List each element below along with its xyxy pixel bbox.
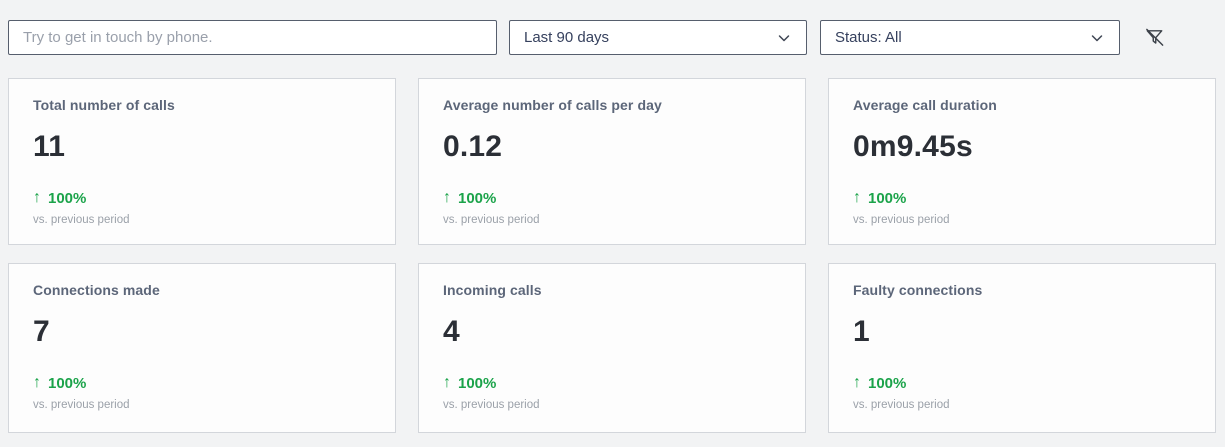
card-subtitle: vs. previous period [443, 214, 540, 226]
card-value: 0.12 [443, 130, 503, 163]
trend-up-arrow-icon: ↑ [853, 374, 861, 391]
trend-up-arrow-icon: ↑ [853, 189, 861, 206]
card-title: Total number of calls [33, 97, 175, 113]
period-select-value: Last 90 days [524, 29, 610, 46]
card-subtitle: vs. previous period [853, 214, 950, 226]
trend-percent: 100% [458, 374, 497, 392]
card-value: 11 [33, 130, 66, 163]
card-subtitle: vs. previous period [853, 399, 950, 411]
trend-up-arrow-icon: ↑ [443, 374, 451, 391]
trend-percent: 100% [48, 189, 87, 207]
trend-up-arrow-icon: ↑ [33, 374, 41, 391]
stat-card-total-calls: Total number of calls 11 ↑ 100% vs. prev… [8, 78, 396, 245]
stat-card-connections-made: Connections made 7 ↑ 100% vs. previous p… [8, 263, 396, 433]
filter-off-icon [1143, 26, 1166, 49]
card-value: 7 [33, 315, 50, 348]
trend-percent: 100% [458, 189, 497, 207]
stat-card-faulty-connections: Faulty connections 1 ↑ 100% vs. previous… [828, 263, 1216, 433]
trend-up-arrow-icon: ↑ [443, 189, 451, 206]
card-trend: ↑ 100% [33, 189, 371, 207]
trend-percent: 100% [48, 374, 87, 392]
card-trend: ↑ 100% [853, 189, 1191, 207]
card-trend: ↑ 100% [443, 374, 781, 392]
card-value: 4 [443, 315, 460, 348]
chevron-down-icon [776, 30, 792, 46]
card-title: Average call duration [853, 97, 997, 113]
status-select-value: Status: All [835, 29, 902, 46]
stats-cards-grid: Total number of calls 11 ↑ 100% vs. prev… [0, 55, 1225, 433]
stat-card-incoming-calls: Incoming calls 4 ↑ 100% vs. previous per… [418, 263, 806, 433]
filters-toolbar: Last 90 days Status: All [0, 0, 1225, 55]
card-subtitle: vs. previous period [33, 399, 130, 411]
search-input[interactable] [8, 20, 497, 55]
card-trend: ↑ 100% [33, 374, 371, 392]
card-title: Connections made [33, 282, 160, 298]
trend-up-arrow-icon: ↑ [33, 189, 41, 206]
card-value: 1 [853, 315, 870, 348]
stat-card-avg-calls-per-day: Average number of calls per day 0.12 ↑ 1… [418, 78, 806, 245]
clear-filters-button[interactable] [1139, 22, 1170, 53]
period-select[interactable]: Last 90 days [509, 20, 807, 55]
card-subtitle: vs. previous period [443, 399, 540, 411]
trend-percent: 100% [868, 189, 907, 207]
stat-card-avg-call-duration: Average call duration 0m9.45s ↑ 100% vs.… [828, 78, 1216, 245]
card-value: 0m9.45s [853, 130, 973, 163]
status-select[interactable]: Status: All [820, 20, 1120, 55]
chevron-down-icon [1089, 30, 1105, 46]
card-title: Average number of calls per day [443, 97, 662, 113]
card-trend: ↑ 100% [853, 374, 1191, 392]
card-subtitle: vs. previous period [33, 214, 130, 226]
card-trend: ↑ 100% [443, 189, 781, 207]
trend-percent: 100% [868, 374, 907, 392]
card-title: Faulty connections [853, 282, 983, 298]
card-title: Incoming calls [443, 282, 542, 298]
